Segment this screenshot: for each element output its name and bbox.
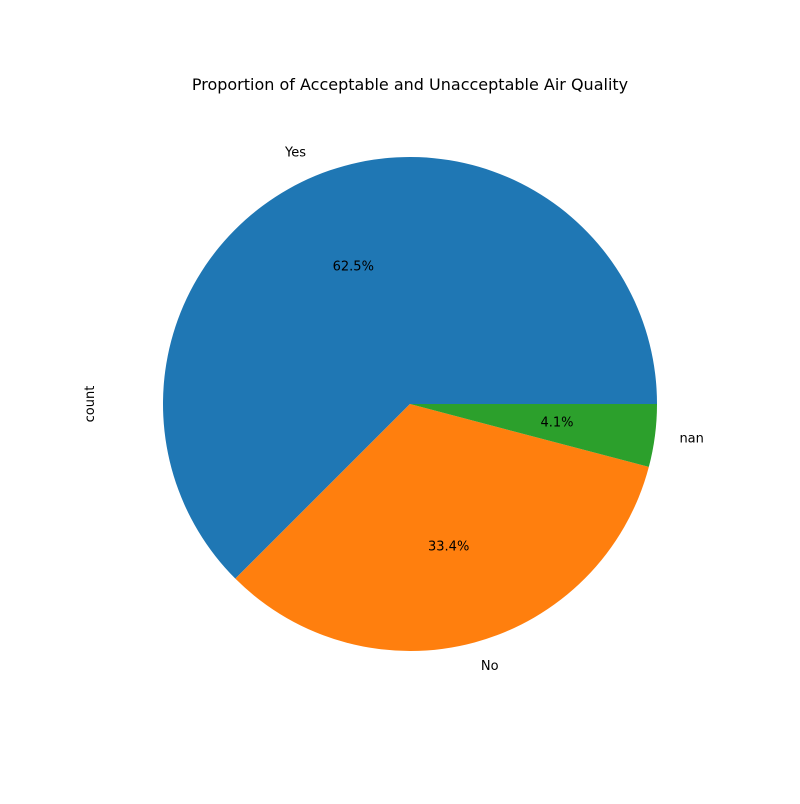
y-axis-label: count	[83, 386, 98, 423]
slice-percent-no: 33.4%	[428, 540, 469, 555]
pie-slice-nan	[410, 404, 657, 467]
pie-labels: Yes 62.5% No 33.4% nan 4.1%	[284, 145, 704, 673]
slice-label-nan: nan	[679, 431, 703, 446]
slice-label-no: No	[481, 659, 499, 674]
slice-percent-yes: 62.5%	[333, 260, 374, 275]
pie-slice-no	[235, 404, 649, 652]
chart-title: Proportion of Acceptable and Unacceptabl…	[192, 75, 628, 94]
slice-percent-nan: 4.1%	[540, 416, 573, 431]
slice-label-yes: Yes	[284, 145, 306, 160]
pie-slice-yes	[162, 157, 657, 579]
pie-slices	[162, 157, 657, 652]
